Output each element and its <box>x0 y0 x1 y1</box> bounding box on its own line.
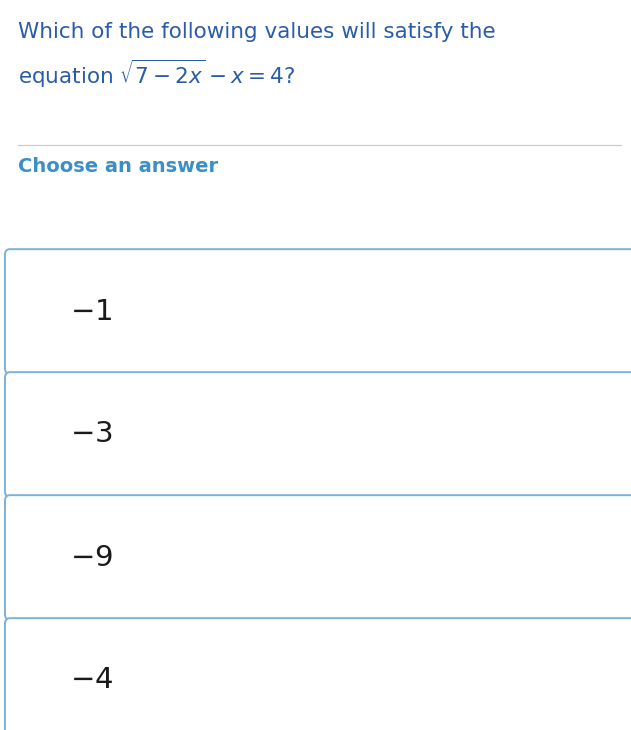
Text: Which of the following values will satisfy the: Which of the following values will satis… <box>18 22 495 42</box>
FancyBboxPatch shape <box>5 372 631 497</box>
Text: $-4$: $-4$ <box>70 666 114 694</box>
Text: $-3$: $-3$ <box>70 420 113 448</box>
FancyBboxPatch shape <box>5 618 631 730</box>
Text: Choose an answer: Choose an answer <box>18 157 218 176</box>
FancyBboxPatch shape <box>5 249 631 374</box>
FancyBboxPatch shape <box>5 495 631 620</box>
Text: equation $\sqrt{7-2x}-x=4$?: equation $\sqrt{7-2x}-x=4$? <box>18 58 295 91</box>
Text: $-9$: $-9$ <box>70 544 113 572</box>
Text: $-1$: $-1$ <box>70 298 112 326</box>
